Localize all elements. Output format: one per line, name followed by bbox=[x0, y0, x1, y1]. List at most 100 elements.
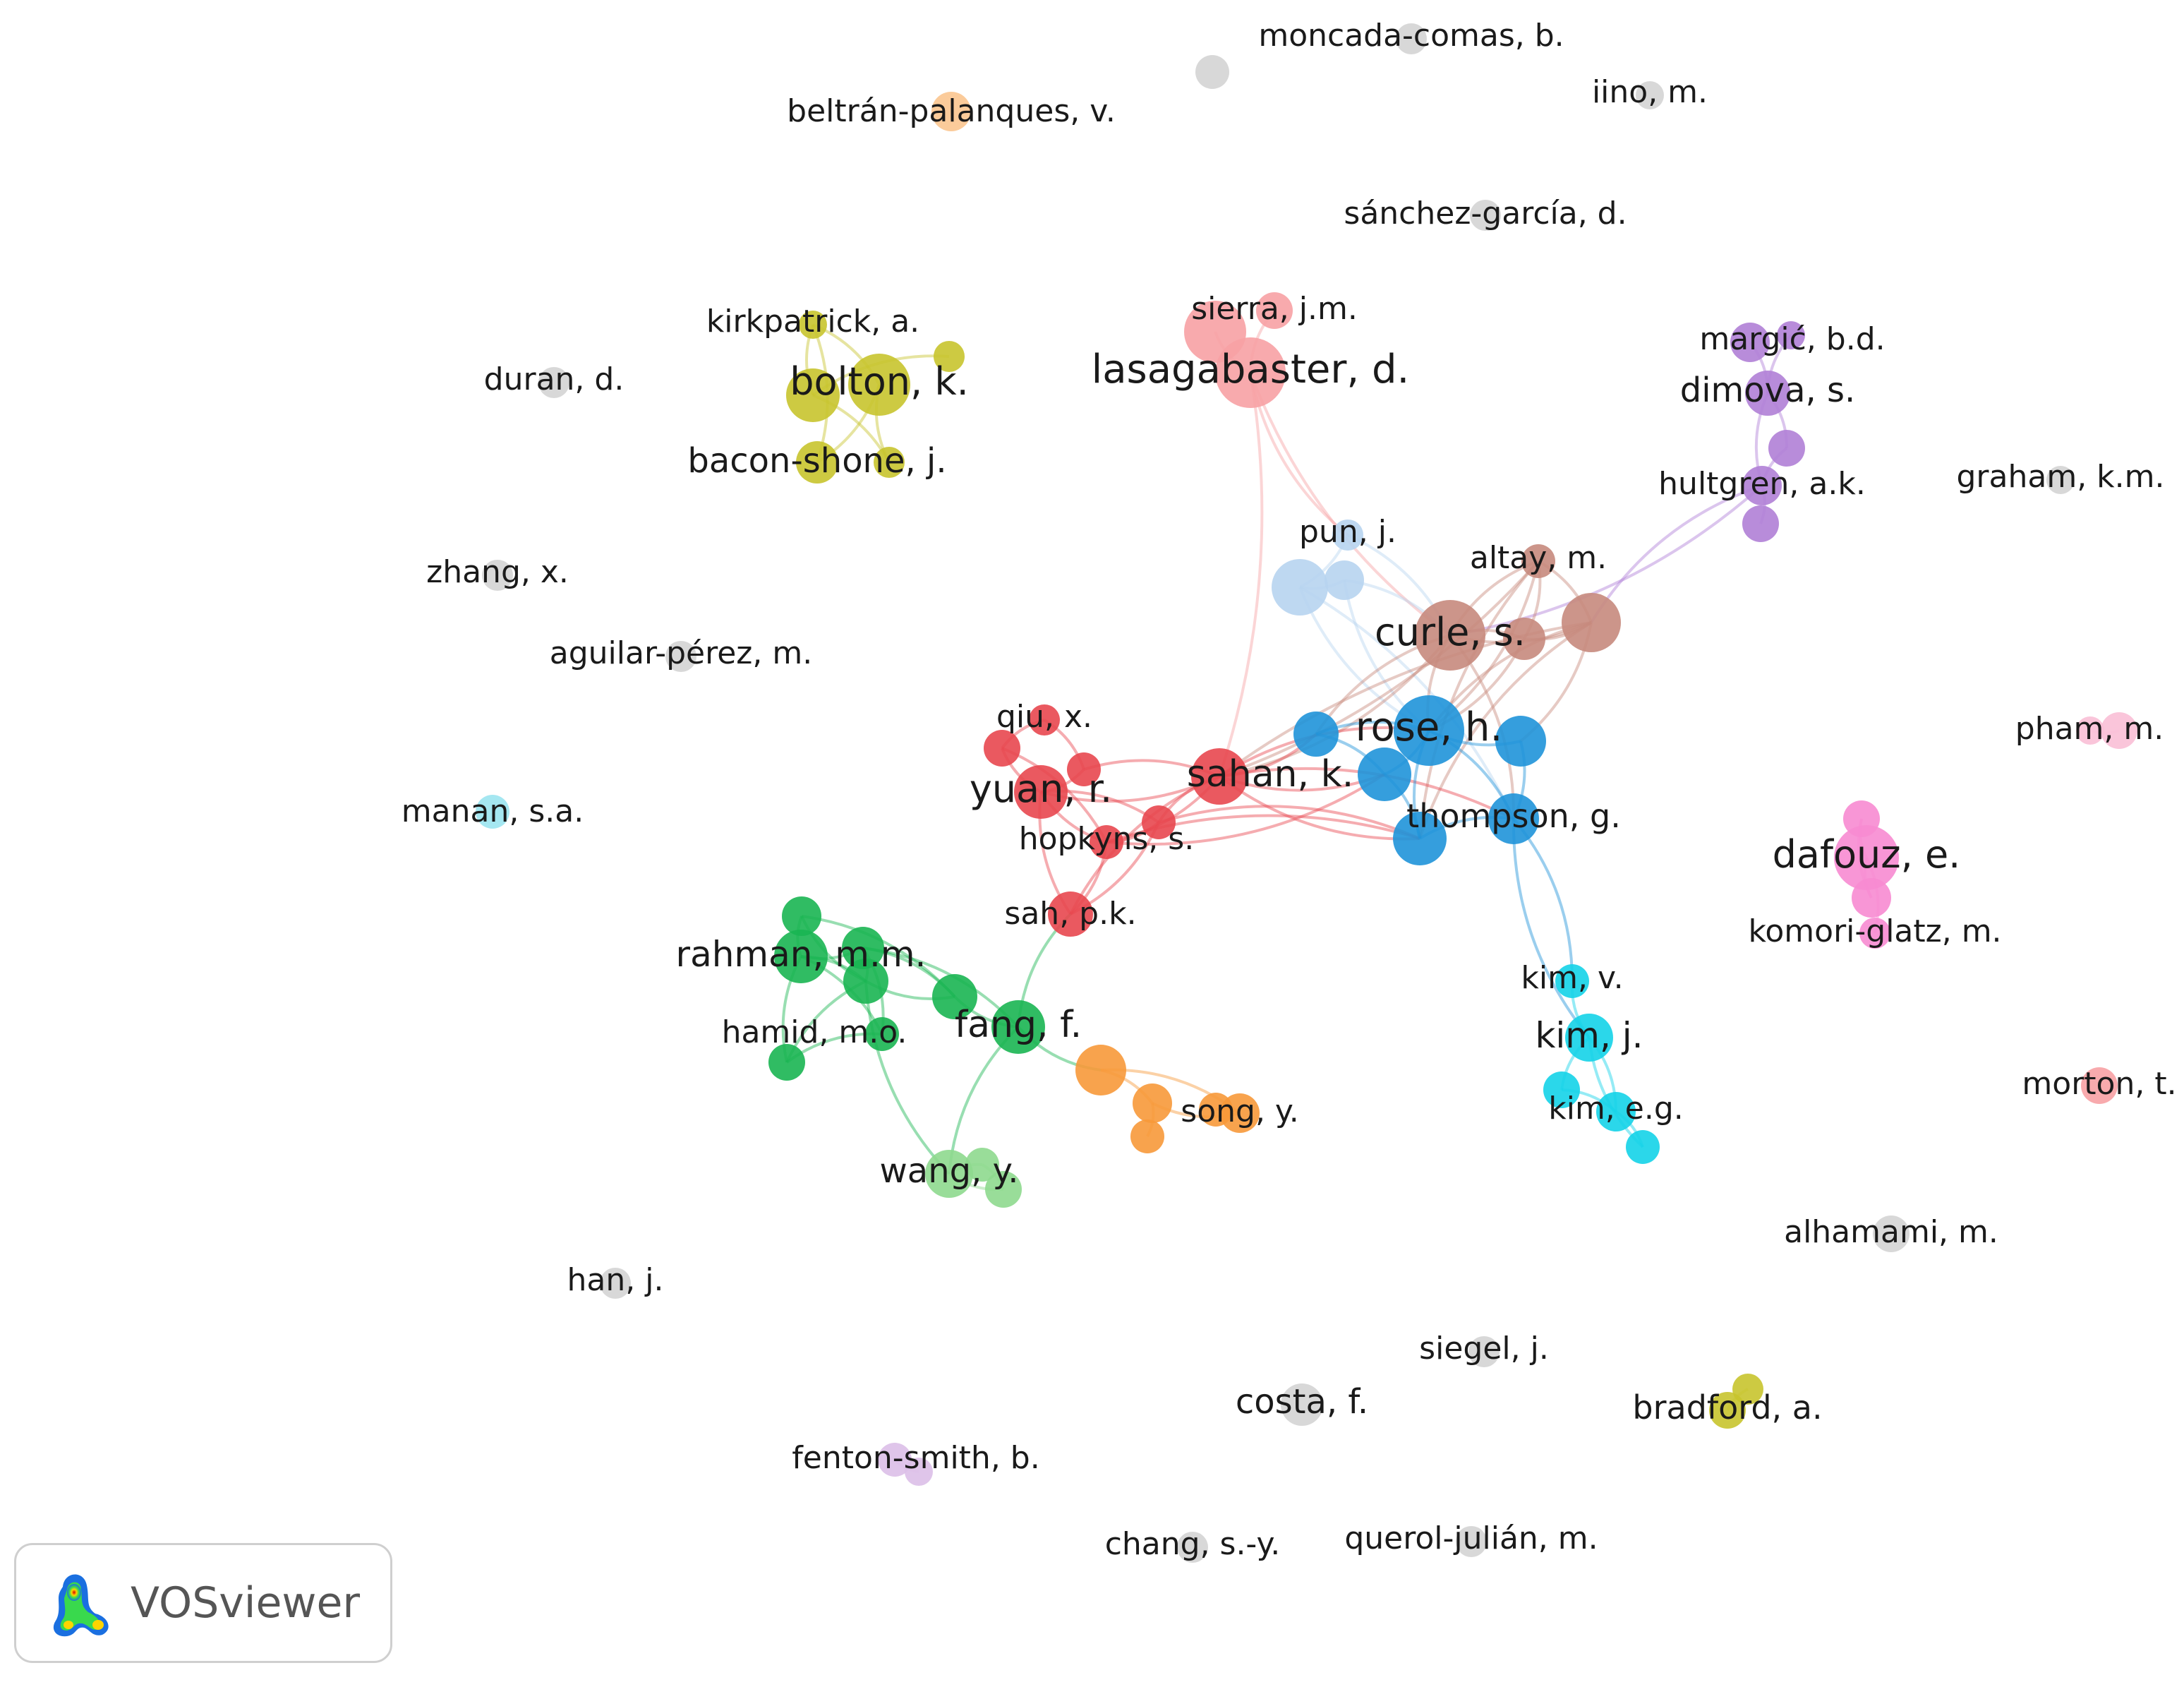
author-node-kimv[interactable] bbox=[1555, 964, 1589, 998]
author-label-aguilar[interactable]: aguilar-pérez, m. bbox=[550, 635, 812, 671]
author-node-g5[interactable] bbox=[768, 1044, 805, 1081]
author-label-manan[interactable]: manan, s.a. bbox=[402, 793, 584, 829]
author-label-thompson[interactable]: thompson, g. bbox=[1406, 797, 1621, 835]
author-label-hultgren[interactable]: hultgren, a.k. bbox=[1658, 466, 1866, 502]
author-node-wang[interactable] bbox=[925, 1150, 973, 1198]
author-label-graham[interactable]: graham, k.m. bbox=[1957, 459, 2165, 495]
author-label-lasag[interactable]: lasagabaster, d. bbox=[1092, 347, 1410, 392]
author-node-graham[interactable] bbox=[2046, 466, 2075, 494]
author-node-margic[interactable] bbox=[1730, 323, 1770, 362]
author-label-alhamami[interactable]: alhamami, m. bbox=[1784, 1214, 1998, 1250]
author-label-han[interactable]: han, j. bbox=[567, 1262, 664, 1298]
author-node-hopkyns[interactable] bbox=[1090, 825, 1123, 859]
author-label-iino[interactable]: iino, m. bbox=[1592, 74, 1708, 110]
author-node-moncada[interactable] bbox=[1396, 23, 1427, 54]
author-node-o3[interactable] bbox=[1199, 1093, 1233, 1127]
author-node-o2[interactable] bbox=[1133, 1083, 1172, 1123]
author-node-c1[interactable] bbox=[1543, 1071, 1580, 1108]
author-node-thompson[interactable] bbox=[1488, 793, 1539, 844]
author-label-sierra[interactable]: sierra, j.m. bbox=[1191, 291, 1358, 327]
author-node-querol[interactable] bbox=[1456, 1526, 1487, 1557]
author-label-costa[interactable]: costa, f. bbox=[1236, 1382, 1368, 1422]
author-node-yel-r[interactable] bbox=[934, 341, 965, 372]
author-node-g4[interactable] bbox=[932, 974, 977, 1019]
author-label-kimv[interactable]: kim, v. bbox=[1521, 960, 1623, 996]
author-label-querol[interactable]: querol-julián, m. bbox=[1344, 1520, 1598, 1556]
author-node-bl4[interactable] bbox=[1393, 812, 1447, 865]
author-label-hopkyns[interactable]: hopkyns, s. bbox=[1019, 821, 1194, 857]
author-node-qiu[interactable] bbox=[1029, 704, 1060, 736]
author-node-curle[interactable] bbox=[1415, 600, 1485, 671]
author-node-duran[interactable] bbox=[538, 367, 569, 398]
author-node-lg1[interactable] bbox=[965, 1148, 999, 1182]
author-node-r-b[interactable] bbox=[1067, 752, 1101, 786]
author-label-yuan[interactable]: yuan, r. bbox=[970, 767, 1112, 811]
author-node-pun[interactable] bbox=[1332, 520, 1363, 551]
author-node-alhamami[interactable] bbox=[1873, 1215, 1910, 1252]
author-node-bacon[interactable] bbox=[796, 441, 838, 484]
author-node-margic-b[interactable] bbox=[1777, 321, 1805, 349]
author-node-bolton[interactable] bbox=[848, 354, 910, 416]
author-node-pham[interactable] bbox=[2101, 712, 2137, 749]
author-node-o1[interactable] bbox=[1075, 1045, 1126, 1095]
author-node-yuan[interactable] bbox=[1014, 765, 1068, 819]
author-node-pur-m[interactable] bbox=[1768, 430, 1805, 467]
author-node-bl2[interactable] bbox=[1358, 748, 1411, 801]
author-node-bradford-b[interactable] bbox=[1732, 1374, 1763, 1405]
author-node-sierra[interactable] bbox=[1256, 292, 1293, 329]
author-label-bacon[interactable]: bacon-shone, j. bbox=[687, 441, 946, 481]
author-label-beltran[interactable]: beltrán-palanques, v. bbox=[787, 93, 1116, 129]
author-label-chang[interactable]: chang, s.-y. bbox=[1105, 1526, 1281, 1562]
author-node-lasag-b[interactable] bbox=[1184, 301, 1246, 363]
author-node-altay[interactable] bbox=[1521, 544, 1555, 578]
author-label-komori[interactable]: komori-glatz, m. bbox=[1748, 913, 2001, 949]
author-label-siegel[interactable]: siegel, j. bbox=[1419, 1331, 1549, 1367]
author-node-kirk[interactable] bbox=[799, 311, 827, 339]
author-label-kirk[interactable]: kirkpatrick, a. bbox=[706, 304, 919, 340]
author-node-costa[interactable] bbox=[1281, 1383, 1323, 1426]
author-node-rose[interactable] bbox=[1394, 695, 1464, 766]
author-label-pham[interactable]: pham, m. bbox=[2015, 711, 2164, 747]
author-label-pun[interactable]: pun, j. bbox=[1299, 514, 1396, 550]
author-label-duran[interactable]: duran, d. bbox=[484, 361, 625, 397]
author-label-morton[interactable]: morton, t. bbox=[2022, 1066, 2176, 1102]
author-node-zhang[interactable] bbox=[482, 560, 513, 591]
author-label-rose[interactable]: rose, h. bbox=[1356, 704, 1503, 750]
author-node-chang[interactable] bbox=[1177, 1532, 1208, 1563]
author-label-wang[interactable]: wang, y. bbox=[880, 1151, 1019, 1191]
author-label-altay[interactable]: altay, m. bbox=[1470, 540, 1607, 576]
author-label-sah[interactable]: sah, p.k. bbox=[1004, 896, 1136, 932]
author-node-dimova[interactable] bbox=[1745, 371, 1790, 416]
author-node-g1[interactable] bbox=[782, 896, 821, 936]
author-label-bradford[interactable]: bradford, a. bbox=[1632, 1388, 1822, 1427]
author-label-fang[interactable]: fang, f. bbox=[955, 1004, 1082, 1046]
author-node-lg2[interactable] bbox=[985, 1171, 1022, 1208]
author-node-sah[interactable] bbox=[1048, 891, 1093, 937]
author-node-morton[interactable] bbox=[2081, 1067, 2118, 1104]
author-node-aguilar[interactable] bbox=[665, 641, 696, 672]
author-label-bolton[interactable]: bolton, k. bbox=[790, 359, 969, 404]
author-label-curle[interactable]: curle, s. bbox=[1375, 610, 1526, 654]
author-node-rahman[interactable] bbox=[774, 930, 828, 983]
author-node-lb1[interactable] bbox=[1272, 559, 1328, 616]
author-label-moncada[interactable]: moncada-comas, b. bbox=[1258, 18, 1564, 54]
author-node-komori[interactable] bbox=[1859, 918, 1890, 949]
author-label-sahan[interactable]: sahan, k. bbox=[1187, 753, 1353, 796]
author-node-c2[interactable] bbox=[1626, 1130, 1660, 1164]
author-node-pur-low[interactable] bbox=[1742, 505, 1779, 542]
author-node-pk2[interactable] bbox=[1852, 878, 1891, 918]
author-node-fang[interactable] bbox=[991, 1000, 1045, 1054]
author-node-manan[interactable] bbox=[476, 795, 509, 829]
author-node-g3[interactable] bbox=[842, 927, 884, 969]
author-node-beltran[interactable] bbox=[931, 92, 971, 131]
author-label-zhang[interactable]: zhang, x. bbox=[426, 554, 569, 590]
author-node-r-c[interactable] bbox=[1142, 805, 1176, 839]
author-node-hultgren[interactable] bbox=[1742, 466, 1782, 505]
author-node-lb2[interactable] bbox=[1325, 560, 1364, 600]
author-label-kimeg[interactable]: kim, e.g. bbox=[1548, 1091, 1684, 1127]
author-node-bolton-b[interactable] bbox=[786, 368, 840, 422]
author-node-sanchez[interactable] bbox=[1470, 200, 1501, 231]
author-node-bl1[interactable] bbox=[1293, 712, 1339, 757]
author-node-g2[interactable] bbox=[843, 959, 888, 1004]
